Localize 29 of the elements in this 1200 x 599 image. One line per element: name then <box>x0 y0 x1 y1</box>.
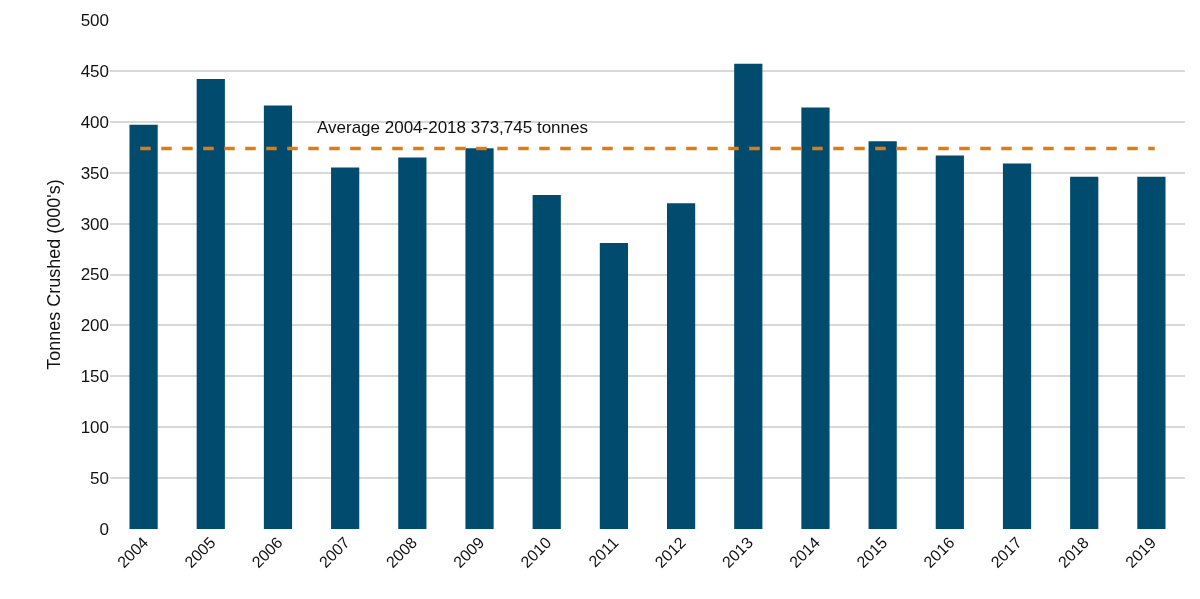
bar <box>868 141 897 529</box>
y-tick-label: 500 <box>80 10 109 30</box>
y-tick-label: 350 <box>80 163 109 183</box>
bar <box>935 155 964 529</box>
bar <box>1137 176 1166 529</box>
bar <box>129 124 158 529</box>
bar <box>263 105 293 529</box>
bar <box>599 242 629 529</box>
y-tick-label: 200 <box>80 316 109 336</box>
y-tick-label: 150 <box>80 367 109 387</box>
bar <box>666 203 696 529</box>
bar <box>398 157 427 529</box>
bar <box>1070 176 1099 529</box>
bar <box>532 195 561 529</box>
bar <box>331 167 360 529</box>
y-tick-label: 400 <box>80 112 109 132</box>
y-tick-label: 450 <box>80 61 109 81</box>
y-tick-label: 0 <box>99 519 109 539</box>
bar <box>465 148 494 529</box>
y-tick-label: 50 <box>90 469 109 489</box>
y-axis-title: Tonnes Crushed (000's) <box>43 179 64 370</box>
bar <box>1002 163 1032 529</box>
bar <box>801 107 830 529</box>
y-tick-label: 250 <box>80 265 109 285</box>
bar <box>734 63 763 529</box>
y-tick-label: 300 <box>80 214 109 234</box>
bar <box>196 79 225 529</box>
y-tick-label: 100 <box>80 418 109 438</box>
ref-line-label: Average 2004-2018 373,745 tonnes <box>317 118 588 137</box>
